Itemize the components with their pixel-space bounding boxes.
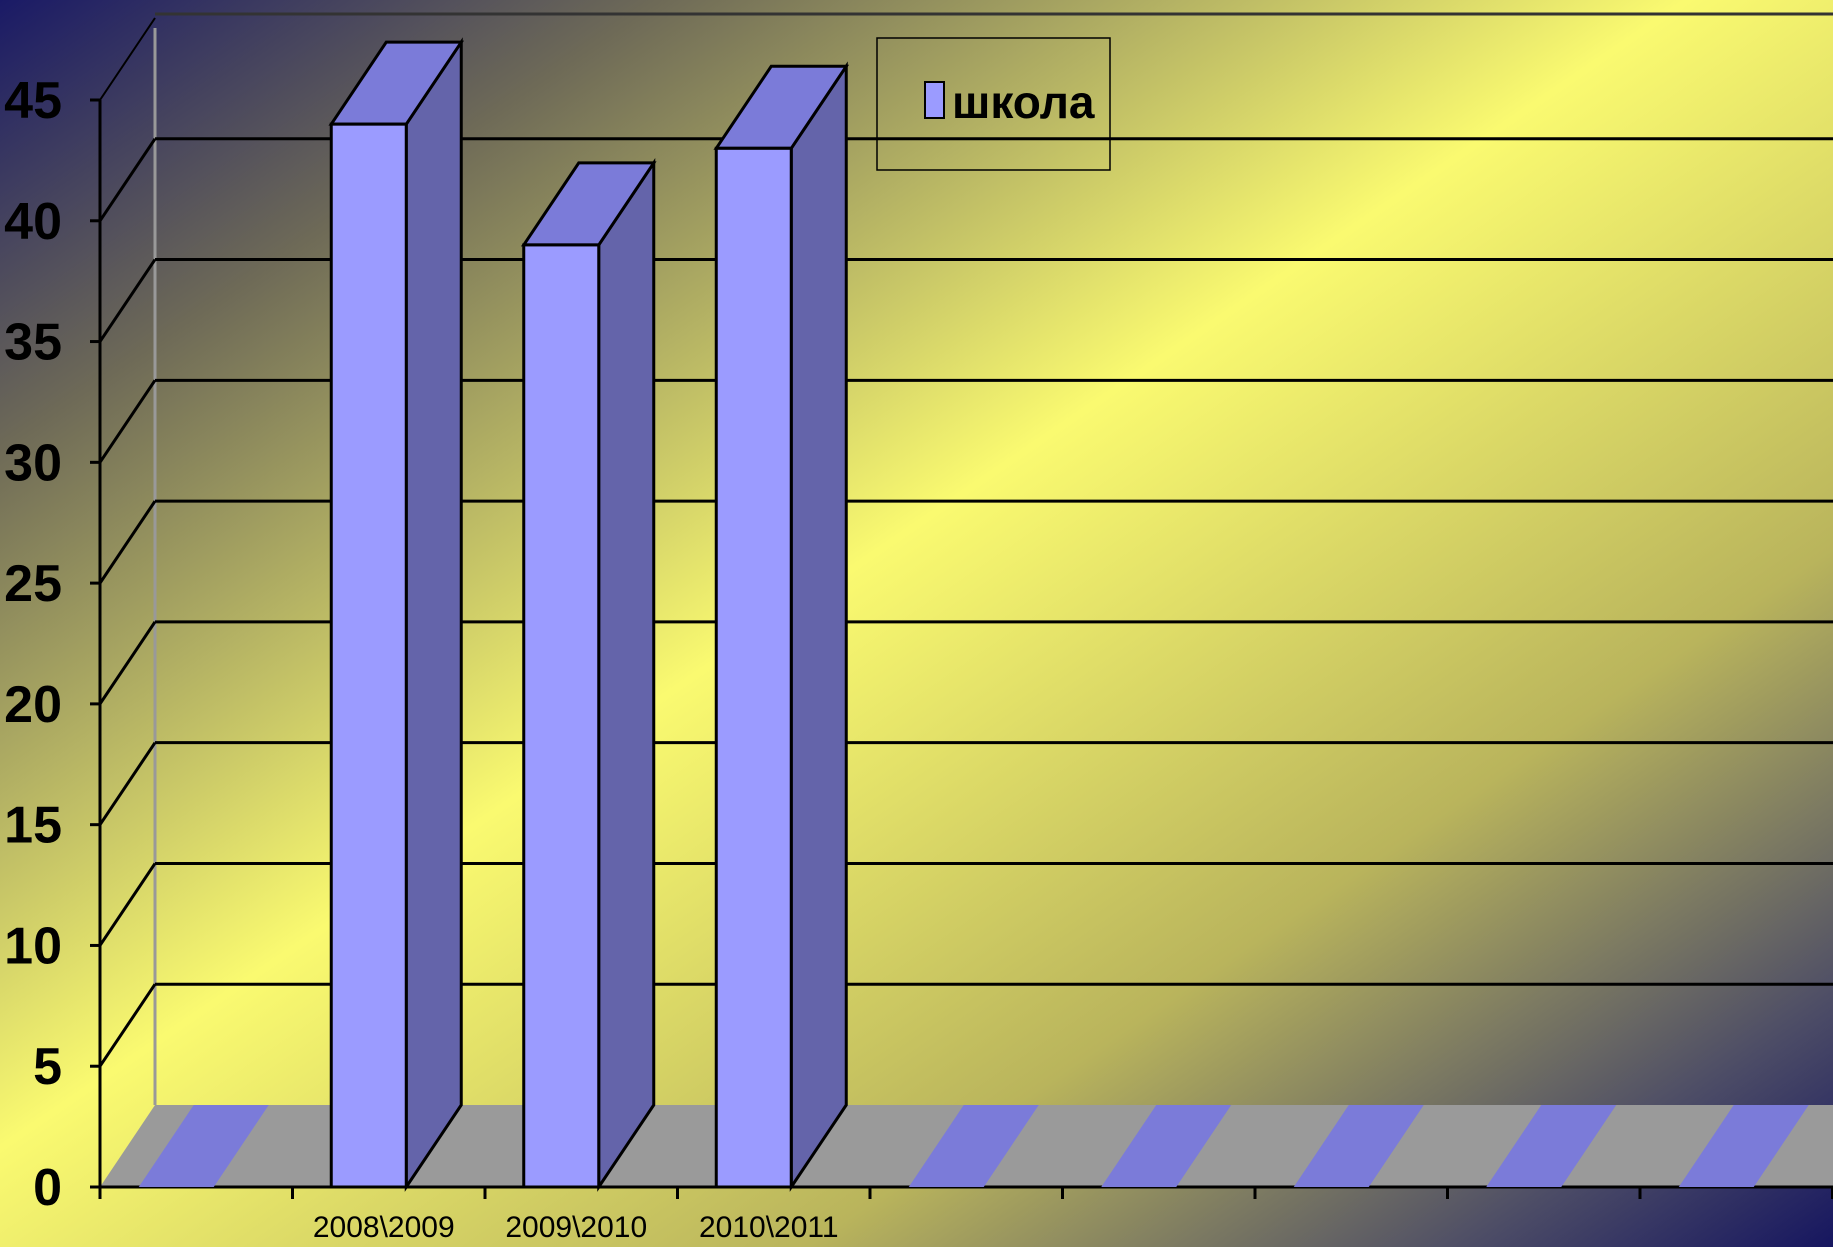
gridline-side: [98, 258, 157, 343]
y-tick-label: 5: [33, 1038, 62, 1096]
gridline-side: [98, 983, 157, 1068]
gridline-side: [98, 500, 157, 584]
y-axis-top-edge: [99, 17, 156, 101]
bar: [328, 37, 465, 1192]
back-wall: [153, 12, 1833, 1105]
x-tick-label: 2010\2011: [699, 1211, 839, 1244]
bar-zero: [1101, 1105, 1232, 1187]
y-tick-label: 30: [4, 434, 62, 492]
bar-front: [714, 146, 793, 1189]
x-tick-label: 2008\2009: [313, 1211, 455, 1244]
y-tick-label: 40: [4, 193, 62, 251]
bar-front: [522, 243, 601, 1189]
y-tick-label: 20: [4, 676, 62, 734]
bar-side: [597, 158, 656, 1192]
y-tick-label: 45: [4, 72, 62, 130]
bar-front: [329, 122, 408, 1189]
legend-swatch: [924, 81, 945, 119]
bar-zero: [1678, 1105, 1809, 1187]
y-tick-labels: 0 5 10 15 20 25 30 35 40 45: [4, 72, 100, 1217]
gridline-side: [98, 137, 157, 222]
bar: [520, 158, 657, 1192]
y-tick-label: 35: [4, 314, 62, 372]
y-tick-label: 15: [4, 797, 62, 855]
bar-side: [404, 37, 463, 1192]
bar-zero: [1293, 1105, 1424, 1187]
legend-label: школа: [952, 76, 1095, 128]
bar-side: [789, 61, 848, 1192]
y-tick-label: 25: [4, 555, 62, 613]
gridline-side: [98, 379, 157, 464]
gridline-side: [98, 741, 157, 826]
bar-zero: [908, 1105, 1039, 1187]
x-tick-labels: 2008\2009 2009\2010 2010\2011: [98, 1187, 1833, 1244]
gridline-side: [98, 862, 157, 947]
gridline-side: [98, 621, 157, 705]
y-tick-label: 10: [4, 917, 62, 975]
x-tick-label: 2009\2010: [505, 1211, 647, 1244]
bar: [713, 61, 850, 1192]
y-tick-label: 0: [33, 1159, 62, 1217]
bars: [138, 37, 1809, 1192]
bar-zero: [138, 1105, 269, 1187]
legend: школа: [876, 37, 1111, 171]
legend-box: [876, 37, 1111, 171]
bar-zero: [1486, 1105, 1617, 1187]
